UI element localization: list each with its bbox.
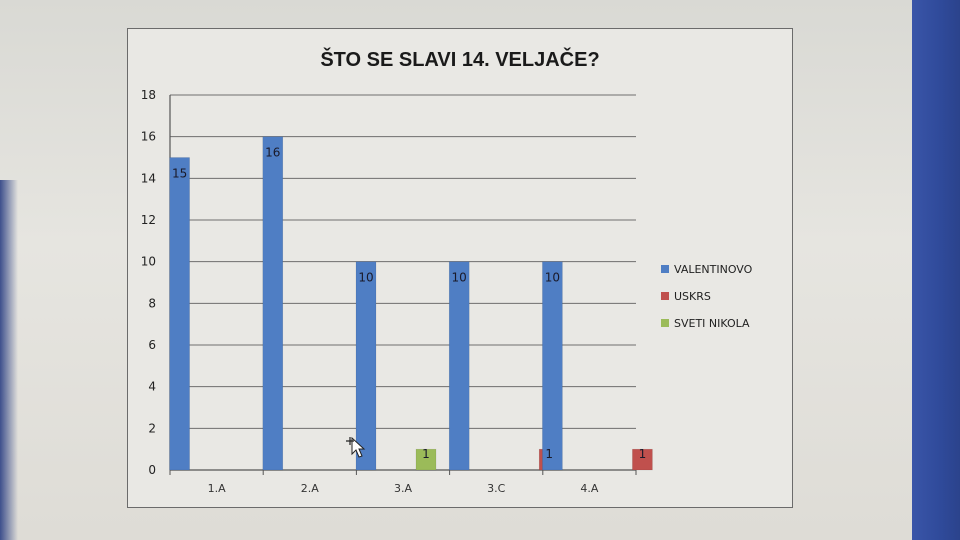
bar-sveti-nikola — [415, 448, 437, 471]
bar-uskrs — [632, 448, 653, 471]
y-tick-label: 4 — [148, 380, 156, 394]
x-category-label: 4.A — [580, 482, 598, 495]
y-tick-label: 6 — [148, 338, 156, 352]
x-category-label: 1.A — [208, 482, 226, 495]
data-label: 1 — [422, 447, 430, 461]
y-tick-label: 10 — [141, 255, 156, 269]
legend-swatch — [661, 265, 669, 273]
bar-valentinovo — [262, 136, 284, 471]
legend-swatch — [661, 292, 669, 300]
chart-gridlines — [169, 94, 636, 471]
data-label: 10 — [358, 271, 373, 285]
x-axis-categories: 1.A 2.A 3.A 3.C 4.A — [169, 470, 637, 495]
monitor-bezel-left — [0, 180, 18, 540]
y-tick-label: 0 — [148, 463, 156, 477]
move-cursor-icon — [346, 436, 366, 458]
y-tick-label: 8 — [148, 296, 156, 310]
x-category-label: 2.A — [301, 482, 319, 495]
bar-valentinovo — [542, 261, 563, 471]
legend-entry: SVETI NIKOLA — [674, 317, 750, 330]
chart-title: ŠTO SE SLAVI 14. VELJAČE? — [320, 47, 599, 71]
legend-entry: USKRS — [674, 290, 711, 303]
y-tick-label: 12 — [141, 213, 156, 227]
y-tick-label: 18 — [141, 88, 156, 102]
data-label: 15 — [172, 167, 187, 181]
x-category-label: 3.C — [487, 482, 505, 495]
x-category-label: 3.A — [394, 482, 412, 495]
data-label: 1 — [545, 447, 553, 461]
monitor-bezel-right — [912, 0, 960, 540]
chart-bars — [169, 136, 653, 471]
data-labels: 15 16 10 10 10 1 1 1 — [172, 146, 646, 461]
bar-valentinovo — [448, 261, 470, 471]
legend-swatch — [661, 319, 669, 327]
y-axis-ticks: 0 2 4 6 8 10 12 14 16 18 — [141, 88, 156, 477]
y-tick-label: 14 — [141, 171, 156, 185]
data-label: 10 — [452, 271, 467, 285]
data-label: 16 — [265, 146, 280, 160]
legend-entry: VALENTINOVO — [674, 263, 753, 276]
chart-legend: VALENTINOVO USKRS SVETI NIKOLA — [661, 263, 753, 330]
bar-valentinovo — [169, 157, 190, 471]
data-label: 10 — [545, 271, 560, 285]
data-label: 1 — [639, 447, 647, 461]
y-tick-label: 2 — [148, 421, 156, 435]
bar-valentinovo — [355, 261, 377, 471]
y-tick-label: 16 — [141, 130, 156, 144]
